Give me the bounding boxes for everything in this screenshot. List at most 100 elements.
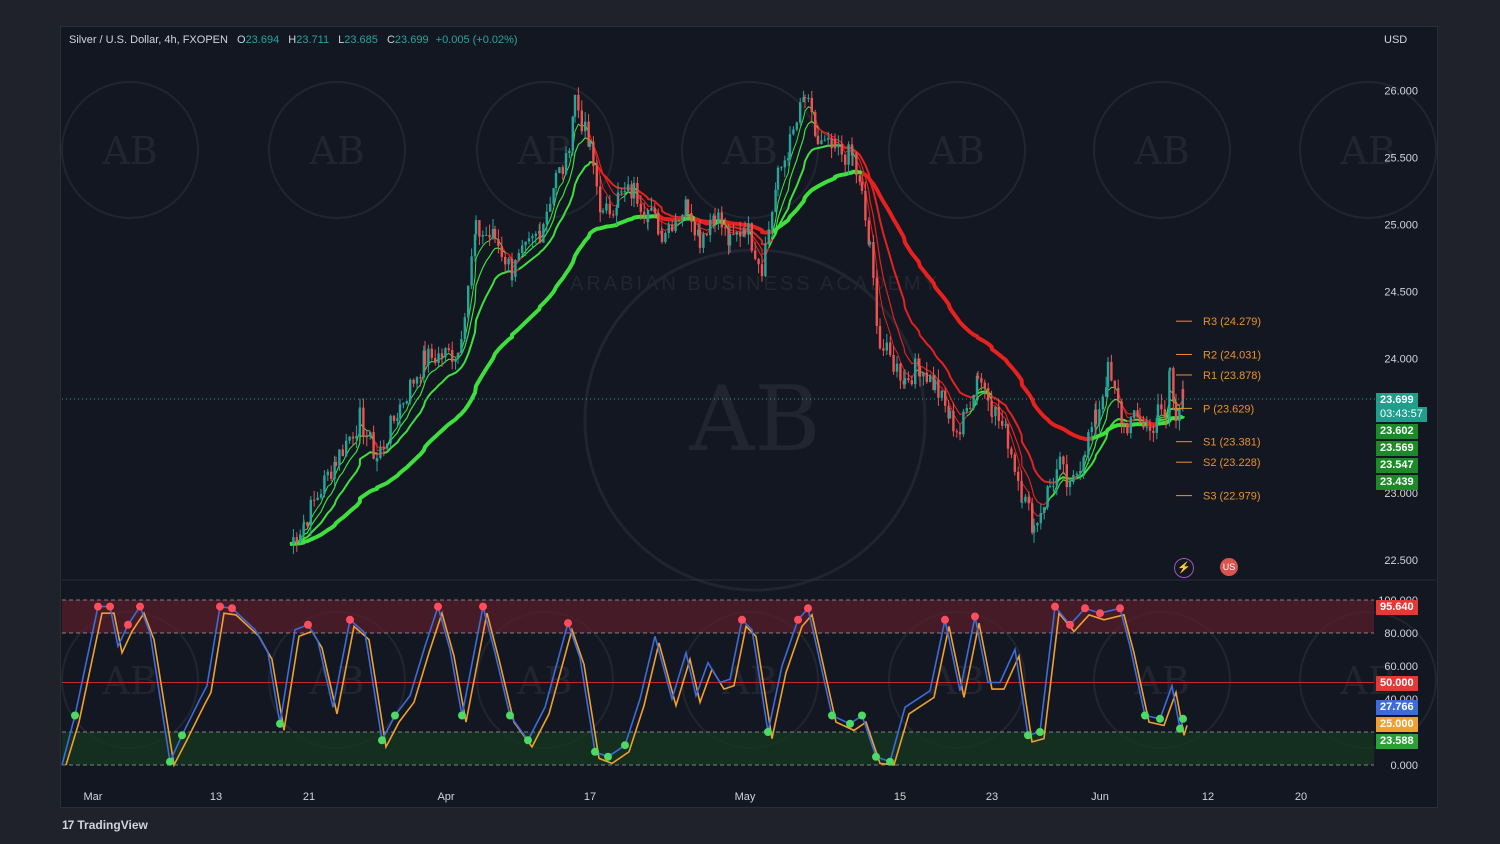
candle-body — [650, 207, 653, 211]
candle-body — [382, 447, 385, 449]
oscillator-tick-label: 0.000 — [1390, 760, 1418, 772]
watermark-large: AB ARABIAN BUSINESS ACADEMY — [570, 248, 937, 592]
candle-body — [1039, 512, 1042, 524]
candle-body — [584, 121, 587, 132]
candle-body — [355, 435, 358, 439]
candle-body — [739, 232, 742, 237]
candle-body — [330, 471, 333, 479]
overbought-dot — [124, 620, 132, 629]
candle-body — [724, 227, 727, 229]
candle-body — [732, 234, 735, 236]
candle-body — [742, 229, 745, 237]
candle-body — [914, 358, 917, 385]
candle-body — [892, 355, 895, 372]
candle-body — [1031, 503, 1034, 533]
candle-body — [419, 377, 422, 379]
price-tick-label: 25.500 — [1384, 152, 1418, 164]
countdown-tag: 03:43:57 — [1376, 407, 1427, 422]
moving-average-line — [289, 451, 378, 545]
oscillator-d-line — [65, 610, 1188, 768]
candle-body — [605, 203, 608, 211]
candle-body — [1178, 408, 1181, 421]
candle-body — [313, 499, 316, 501]
candle-body — [1087, 432, 1090, 455]
close-value: 23.699 — [394, 34, 429, 46]
candle-body — [398, 404, 402, 419]
candle-body — [1079, 470, 1082, 474]
candle-body — [1148, 426, 1152, 431]
oversold-dot — [872, 752, 880, 761]
moving-average-line — [289, 422, 371, 545]
candle-body — [994, 406, 997, 417]
candle-body — [653, 207, 656, 213]
candle-body — [962, 411, 965, 435]
candle-body — [867, 220, 870, 245]
candle-body — [493, 228, 497, 240]
candle-body — [860, 181, 864, 191]
candle-body — [690, 213, 693, 222]
candle-body — [925, 372, 928, 383]
candle-body — [847, 144, 850, 165]
candle-body — [937, 379, 940, 398]
moving-average-line — [714, 219, 726, 224]
tv-mark-icon: 17 — [62, 818, 74, 832]
overbought-dot — [804, 604, 812, 613]
candle-body — [1110, 361, 1113, 381]
ma1-tag: 23.602 — [1376, 424, 1418, 439]
candle-body — [302, 522, 306, 525]
moving-average-line — [861, 171, 1093, 442]
candle-body — [1004, 424, 1007, 426]
candle-body — [799, 102, 802, 123]
candle-body — [944, 390, 947, 406]
symbol-title[interactable]: Silver / U.S. Dollar, 4h, FXOPEN — [69, 34, 228, 46]
tradingview-logo[interactable]: 17 TradingView — [62, 818, 148, 832]
candle-body — [787, 158, 790, 161]
candle-body — [545, 211, 548, 224]
lightning-icon[interactable]: ⚡ — [1174, 558, 1194, 578]
candle-body — [474, 220, 478, 235]
candle-body — [712, 215, 715, 221]
candle-body — [488, 234, 491, 238]
candle-body — [948, 411, 952, 419]
us-flag-icon[interactable]: US — [1220, 558, 1238, 576]
candle-body — [319, 494, 323, 498]
candle-body — [510, 258, 514, 281]
candle-body — [1164, 417, 1168, 419]
osc-d-tag: 23.588 — [1376, 734, 1418, 749]
candle-body — [850, 144, 854, 156]
candle-body — [1129, 417, 1132, 434]
moving-average-line — [1056, 476, 1074, 483]
candle-body — [601, 210, 605, 213]
candle-body — [362, 407, 365, 437]
ma2-tag: 23.569 — [1376, 441, 1418, 456]
candle-body — [588, 141, 592, 147]
candle-body — [844, 154, 847, 165]
oversold-dot — [828, 711, 836, 720]
oversold-dot — [276, 719, 284, 728]
candle-body — [447, 348, 450, 351]
candle-body — [333, 462, 336, 479]
candle-body — [412, 379, 415, 384]
candle-body — [814, 112, 817, 136]
watermark-circle — [888, 81, 1026, 219]
candle-body — [369, 432, 372, 437]
candle-body — [660, 230, 664, 242]
candle-body — [1142, 423, 1145, 428]
candle-body — [889, 342, 892, 356]
candle-body — [823, 139, 826, 141]
candle-body — [1090, 427, 1093, 433]
time-tick-label: Mar — [84, 791, 103, 803]
candle-body — [409, 379, 412, 402]
moving-average-line — [1076, 418, 1128, 479]
candle-body — [767, 229, 770, 244]
candle-body — [326, 471, 329, 476]
candle-body — [427, 348, 430, 365]
candle-body — [1168, 370, 1171, 419]
watermark-mark: AB — [101, 659, 157, 703]
chart-frame[interactable] — [60, 26, 1438, 808]
candle-body — [434, 357, 437, 363]
currency-label[interactable]: USD — [1384, 34, 1408, 46]
candle-body — [965, 407, 968, 412]
candle-body — [1120, 401, 1123, 424]
